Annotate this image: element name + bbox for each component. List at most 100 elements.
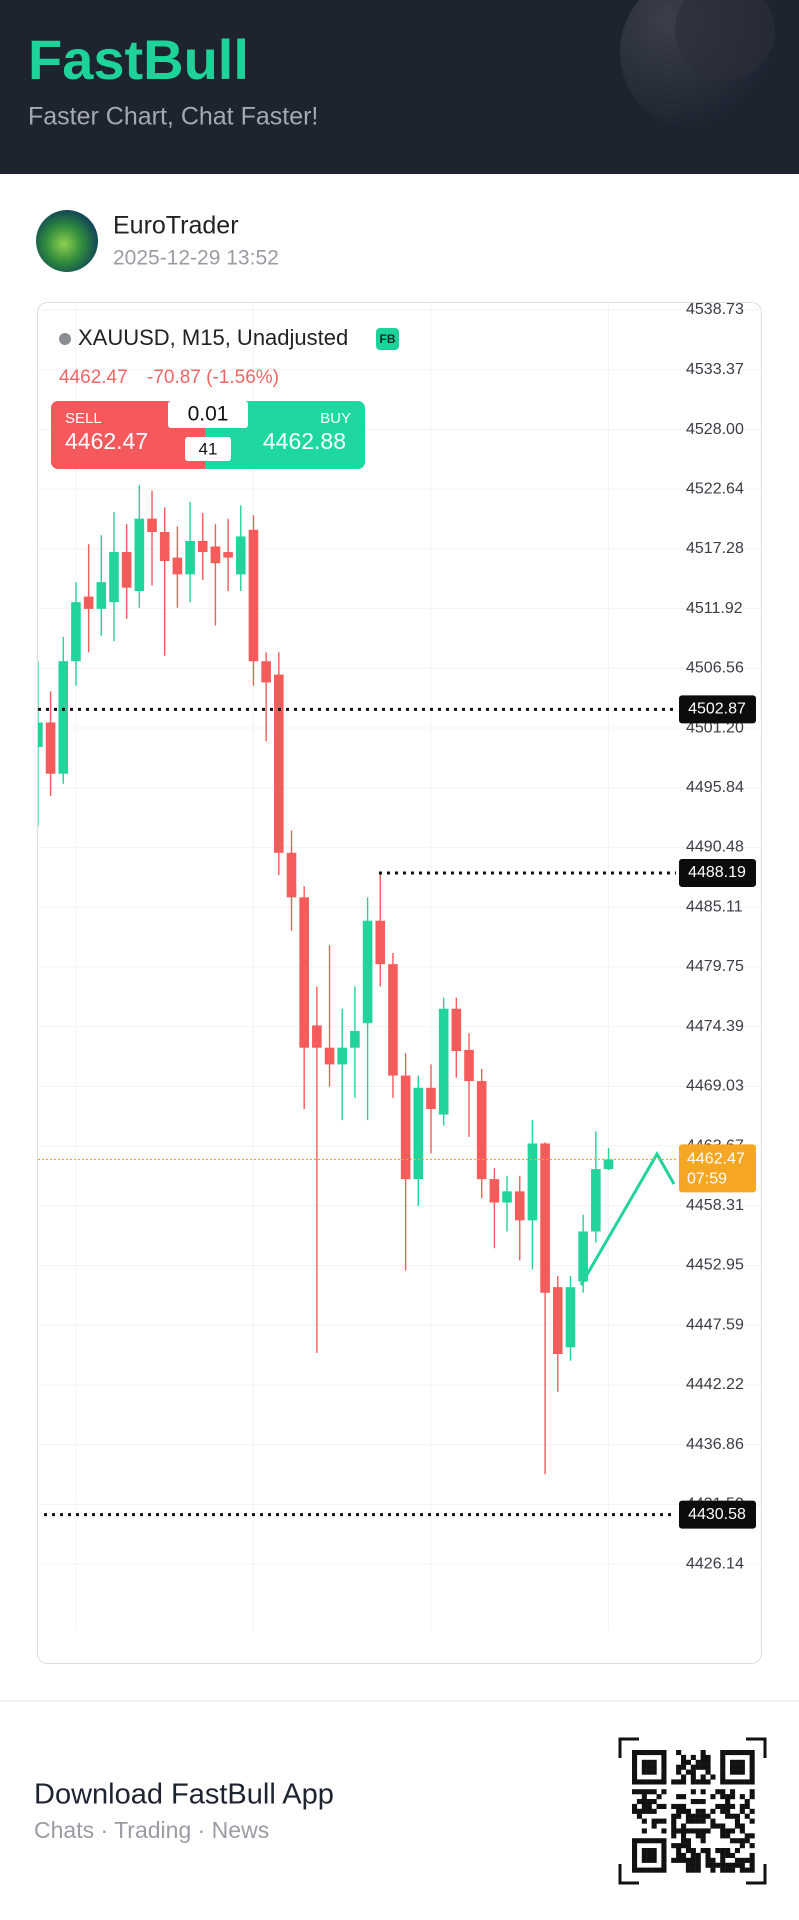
qr-module (710, 1794, 716, 1800)
qr-module (656, 1779, 662, 1785)
qr-module (705, 1759, 711, 1765)
qr-module (730, 1750, 736, 1756)
qr-module (705, 1857, 711, 1863)
candle-body (527, 1143, 538, 1221)
qr-module (651, 1857, 657, 1863)
buy-label: BUY (320, 410, 351, 427)
qr-module (685, 1828, 691, 1834)
qr-module (661, 1828, 667, 1834)
qr-module (676, 1828, 682, 1834)
qr-module (700, 1764, 706, 1770)
qr-module (700, 1774, 706, 1780)
qr-module (646, 1789, 652, 1795)
qr-module (734, 1862, 740, 1868)
qr-module (720, 1808, 726, 1814)
qr-module (681, 1764, 687, 1770)
qr-module (744, 1857, 750, 1863)
qr-module (705, 1852, 711, 1858)
qr-module (744, 1779, 750, 1785)
qr-module (730, 1862, 736, 1868)
qr-module (646, 1779, 652, 1785)
footer-title: Download FastBull App (34, 1779, 334, 1811)
qr-module (739, 1764, 745, 1770)
qr-module (636, 1799, 642, 1805)
candle-body (464, 1049, 474, 1082)
qr-module (720, 1867, 726, 1873)
qr-module (725, 1750, 731, 1756)
candle-body (451, 1008, 462, 1052)
qr-module (646, 1852, 652, 1858)
qr-module (725, 1848, 731, 1854)
qr-module (700, 1750, 706, 1756)
candle-body (299, 897, 309, 1048)
qr-module (720, 1857, 726, 1863)
qr-module (681, 1833, 687, 1839)
qr-module (710, 1774, 716, 1780)
qr-module (632, 1769, 638, 1775)
qr-module (725, 1867, 731, 1873)
qr-module (720, 1789, 726, 1795)
y-tick-label: 4528.00 (686, 421, 744, 438)
qr-module (651, 1823, 657, 1829)
qr-module (690, 1857, 696, 1863)
qr-module (651, 1799, 657, 1805)
y-tick-label: 4485.11 (686, 898, 743, 915)
qr-module (676, 1794, 682, 1800)
qr-module (661, 1862, 667, 1868)
qr-module (730, 1764, 736, 1770)
qr-module (681, 1828, 687, 1834)
qr-corner (746, 1864, 767, 1885)
qr-module (656, 1750, 662, 1756)
candle-body (45, 722, 56, 774)
qr-module (715, 1803, 721, 1809)
candle-body (197, 540, 208, 553)
qr-module (681, 1774, 687, 1780)
qr-module (734, 1818, 740, 1824)
qr-module (632, 1848, 638, 1854)
qr-module (641, 1867, 647, 1873)
qr-module (690, 1779, 696, 1785)
qr-module (695, 1828, 701, 1834)
qr-module (685, 1818, 691, 1824)
qr-module (685, 1838, 691, 1844)
qr-module (661, 1764, 667, 1770)
candle-body (502, 1191, 512, 1203)
candle-body (489, 1179, 500, 1203)
y-tick-label: 4458.31 (686, 1197, 744, 1214)
y-tick-label: 4452.95 (686, 1257, 744, 1274)
price-line-label-bg (679, 1500, 756, 1529)
qr-module (734, 1857, 740, 1863)
qr-module (744, 1813, 750, 1819)
qr-module (676, 1843, 682, 1849)
qr-module (720, 1750, 726, 1756)
qr-module (661, 1843, 667, 1849)
qr-module (681, 1823, 687, 1829)
qr-module (641, 1818, 647, 1824)
qr-module (720, 1769, 726, 1775)
qr-module (749, 1769, 755, 1775)
qr-module (632, 1764, 638, 1770)
qr-module (705, 1862, 711, 1868)
lot-box[interactable] (168, 401, 248, 428)
qr-module (632, 1803, 638, 1809)
qr-module (671, 1843, 677, 1849)
current-price-label-bg (679, 1144, 756, 1193)
candle-body (565, 1287, 576, 1348)
candle-body (235, 536, 246, 575)
qr-module (690, 1818, 696, 1824)
qr-code (618, 1737, 767, 1885)
qr-module (641, 1794, 647, 1800)
qr-module (641, 1838, 647, 1844)
candle-body (38, 722, 43, 747)
candle-body (591, 1169, 601, 1232)
y-tick-label: 4522.64 (686, 480, 744, 497)
spread: 41 (199, 439, 218, 458)
qr-module (646, 1759, 652, 1765)
qr-module (720, 1848, 726, 1854)
qr-module (690, 1867, 696, 1873)
qr-module (705, 1813, 711, 1819)
qr-module (720, 1828, 726, 1834)
qr-module (651, 1764, 657, 1770)
qr-module (646, 1848, 652, 1854)
qr-module (705, 1828, 711, 1834)
